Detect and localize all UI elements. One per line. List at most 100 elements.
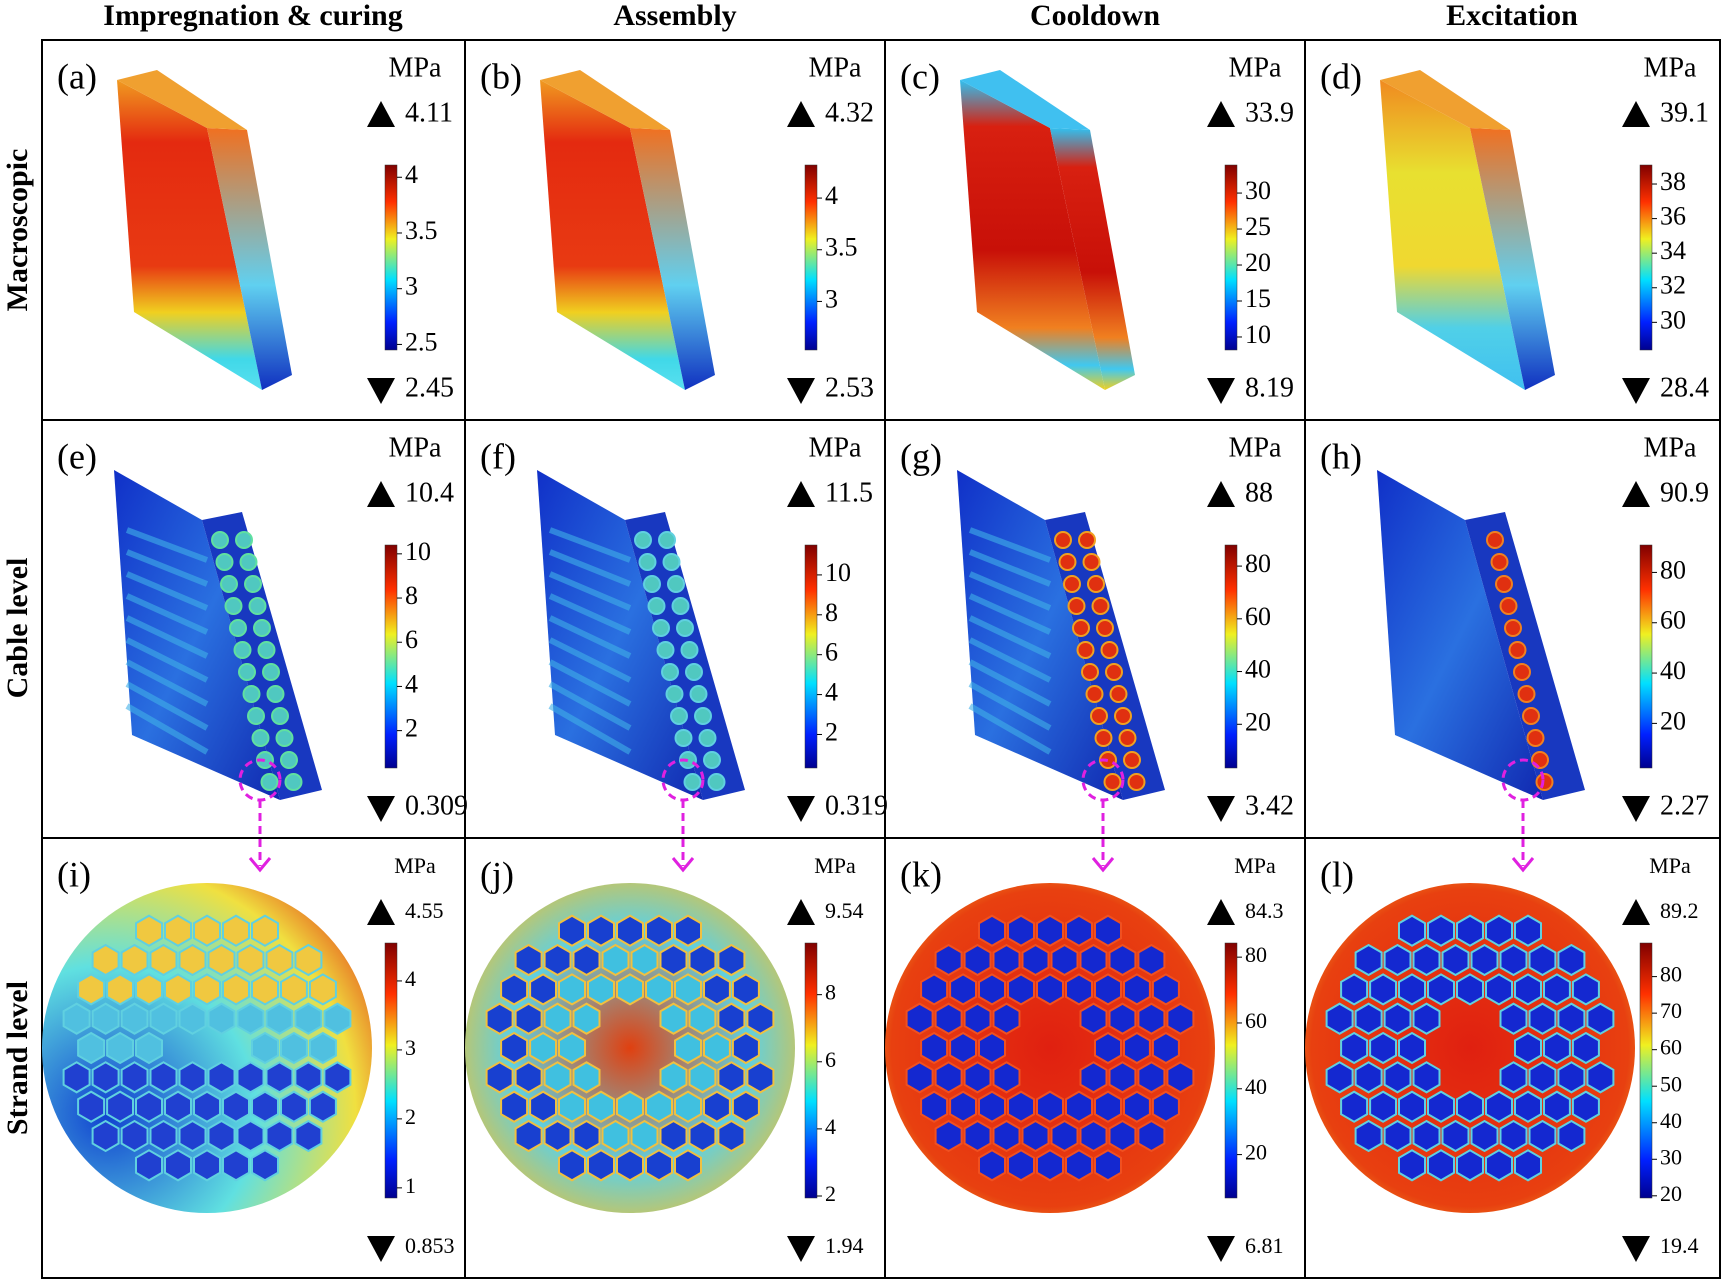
strand-cross-section	[1522, 707, 1540, 725]
cable-stripe	[125, 637, 209, 683]
filament-hexagon	[1398, 1031, 1426, 1065]
strand-cross-section	[656, 641, 675, 659]
filament-hexagon	[1079, 1061, 1108, 1094]
colorbar-tick-label: 6	[405, 625, 418, 654]
filament-hexagon	[236, 943, 265, 977]
filament-hexagon	[558, 1090, 586, 1123]
filament-hexagon	[558, 1031, 586, 1065]
filament-hexagon	[193, 1149, 221, 1182]
filament-hexagon	[978, 1031, 1006, 1065]
filament-hexagon	[1412, 1061, 1441, 1094]
max-value: 33.9	[1245, 97, 1294, 128]
strand-cross-section	[1090, 707, 1108, 725]
filament-hexagon	[485, 1002, 514, 1035]
filament-hexagon	[601, 943, 630, 977]
filament-hexagon	[222, 1090, 250, 1123]
filament-hexagon	[645, 973, 673, 1006]
filament-hexagon	[1369, 1090, 1397, 1123]
strand-cross-section	[667, 575, 685, 593]
filament-hexagon	[323, 1061, 352, 1094]
min-value: 3.42	[1245, 790, 1294, 821]
colorbar-tick-label: 20	[1660, 706, 1686, 735]
panel: (j) MPa 9.54 1.94 2 4 6 8	[465, 853, 864, 1262]
colorbar-tick-label: 38	[1660, 167, 1686, 196]
colorbar	[384, 942, 398, 1199]
unit-label: MPa	[389, 432, 442, 463]
filament-hexagon	[222, 973, 250, 1006]
strand-cross-section	[1531, 751, 1549, 769]
panel-label: (l)	[1320, 854, 1354, 894]
colorbar-tick-label: 80	[1245, 942, 1267, 967]
filament-hexagon	[1470, 943, 1499, 977]
panel: (b) MPa 4.32 2.53 3 3.5 4	[480, 52, 874, 404]
colorbar-tick-label: 36	[1660, 202, 1686, 231]
slab-top	[117, 70, 247, 130]
strand-cross-section	[257, 641, 276, 659]
colorbar-tick-label: 80	[1660, 555, 1686, 584]
filament-hexagon	[587, 973, 615, 1006]
strand-cross-section	[1535, 773, 1554, 791]
colorbar-tick-label: 40	[1245, 655, 1271, 684]
colorbar-tick-label: 3	[405, 272, 418, 301]
colorbar-tick-label: 2.5	[405, 327, 438, 356]
strand-cross-section	[244, 575, 262, 593]
slab-top	[960, 70, 1090, 130]
colorbar-tick-label: 60	[1660, 1035, 1682, 1060]
max-marker	[787, 481, 815, 507]
strand-cross-section	[1114, 707, 1132, 725]
slab-front	[117, 80, 262, 390]
filament-hexagon	[1456, 1090, 1484, 1123]
filament-hexagon	[616, 914, 644, 947]
strand-cross-section	[674, 729, 693, 747]
strand-cross-section	[211, 531, 229, 549]
filament-hexagon	[529, 973, 557, 1006]
filament-hexagon	[1427, 1149, 1455, 1182]
filament-hexagon	[193, 973, 221, 1006]
filament-hexagon	[587, 1149, 615, 1182]
filament-hexagon	[236, 1061, 265, 1094]
strand-cross-section	[233, 641, 252, 659]
strand-cross-section	[1067, 597, 1086, 615]
filament-hexagon	[135, 914, 163, 947]
strand-cross-section	[284, 773, 303, 791]
filament-hexagon	[62, 1061, 91, 1094]
filament-hexagon	[1325, 1061, 1354, 1094]
filament-hexagon	[1485, 973, 1513, 1006]
filament-hexagon	[1514, 973, 1542, 1006]
filament-hexagon	[1094, 1031, 1122, 1065]
colorbar-tick-label: 10	[405, 537, 431, 566]
filament-hexagon	[265, 1119, 294, 1153]
panel-label: (j)	[480, 854, 514, 894]
strand-cross-section	[1127, 773, 1146, 791]
max-marker	[1622, 899, 1650, 925]
filament-hexagon	[77, 973, 106, 1006]
strand-cross-section	[1085, 685, 1104, 703]
panel-label: (e)	[57, 436, 97, 476]
min-value: 28.4	[1660, 372, 1709, 403]
colorbar-tick-label: 60	[1245, 1008, 1267, 1033]
min-marker	[1207, 378, 1235, 404]
slab-side	[207, 128, 292, 390]
filament-hexagon	[280, 1031, 308, 1065]
filament-hexagon	[294, 1119, 323, 1153]
strand-cross-section	[694, 707, 712, 725]
panel: (a) MPa 4.11 2.45 2.5 3 3.5 4	[57, 52, 454, 404]
filament-hexagon	[1151, 1031, 1180, 1065]
min-marker	[787, 1236, 815, 1262]
filament-hexagon	[193, 1090, 221, 1123]
max-marker	[367, 101, 395, 127]
filament-hexagon	[920, 973, 949, 1006]
filament-hexagon	[1514, 1090, 1542, 1123]
filament-hexagon	[1383, 1119, 1412, 1153]
filament-hexagon	[251, 973, 279, 1006]
colorbar-tick-label: 4	[825, 678, 838, 707]
filament-hexagon	[1499, 1002, 1528, 1035]
colorbar-tick-label: 4	[405, 966, 416, 991]
filament-hexagon	[717, 1002, 746, 1035]
filament-hexagon	[222, 1149, 250, 1182]
filament-hexagon	[485, 1061, 514, 1094]
colorbar	[1224, 544, 1238, 769]
filament-hexagon	[1036, 914, 1064, 947]
filament-hexagon	[106, 973, 134, 1006]
filament-hexagon	[978, 914, 1006, 947]
